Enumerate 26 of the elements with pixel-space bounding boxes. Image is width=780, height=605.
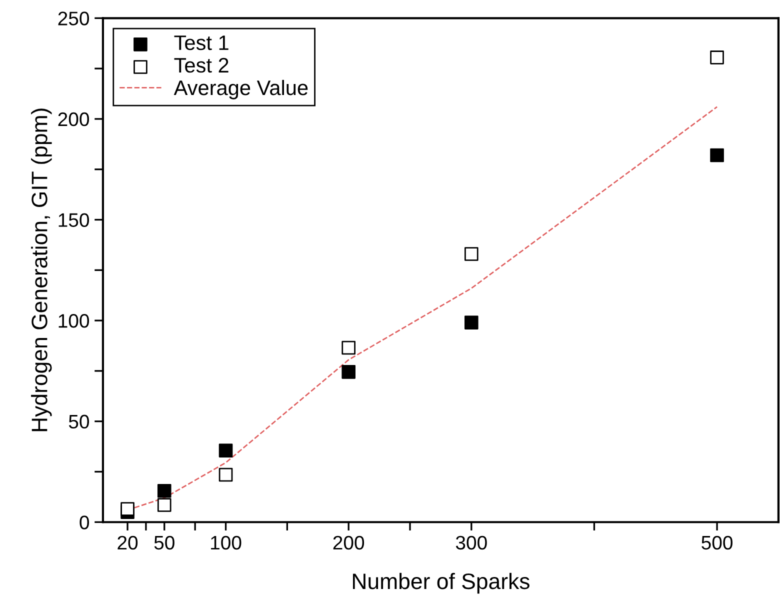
y-tick-label: 0 (80, 516, 90, 530)
y-tick-label: 150 (58, 213, 90, 227)
x-tick-label: 500 (702, 536, 732, 550)
y-tick-label: 50 (68, 414, 90, 429)
y-axis-title: Hydrogen Generation, GIT (ppm) (31, 108, 52, 432)
x-tick-label: 300 (456, 536, 487, 550)
point (120, 502, 134, 516)
x-tick-label: 50 (154, 536, 174, 550)
y-tick-label: 100 (58, 314, 90, 328)
point (218, 444, 233, 458)
point (157, 498, 172, 512)
legend-label: Test 1 (174, 36, 228, 50)
legend-label: Test 2 (174, 58, 228, 73)
point (464, 316, 478, 330)
point (157, 484, 172, 498)
point (710, 148, 724, 162)
point (342, 365, 356, 379)
y-tick-label: 200 (58, 112, 90, 126)
point (218, 468, 233, 482)
x-axis-title: Number of Sparks (352, 572, 530, 594)
y-tick-label: 250 (58, 12, 90, 26)
x-tick-label: 20 (118, 536, 138, 550)
legend-label: Average Value (174, 80, 308, 100)
x-tick-label: 100 (211, 536, 242, 550)
point (342, 340, 356, 355)
x-tick-label: 200 (333, 536, 364, 550)
